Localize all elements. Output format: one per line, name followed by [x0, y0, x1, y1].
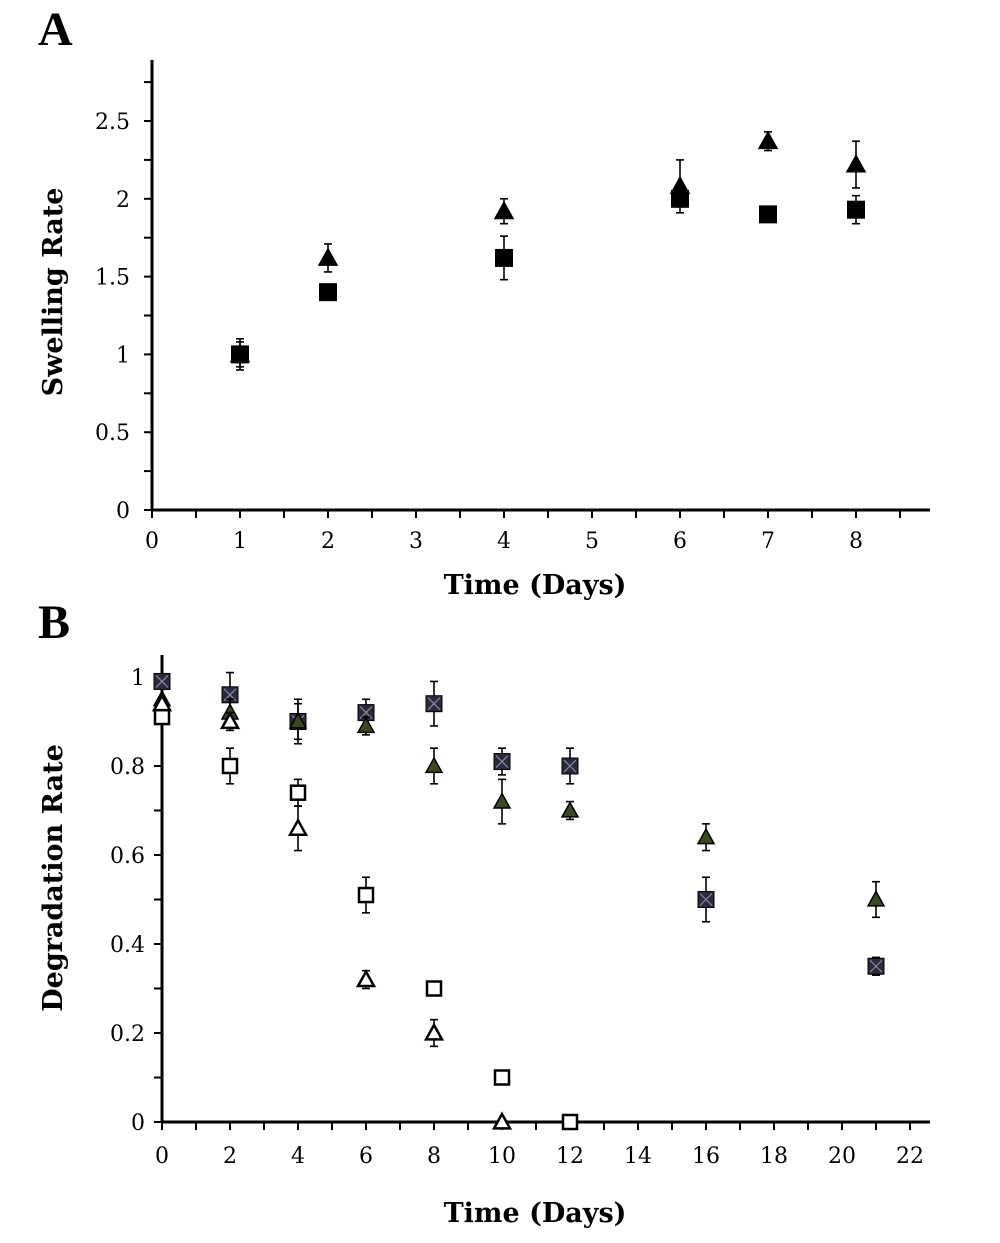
a-y-tick-label: 0.5	[95, 421, 130, 446]
panel-a-data-points	[229, 130, 867, 371]
a-x-tick-label: 6	[673, 529, 687, 554]
a-point-filled-square	[759, 205, 777, 224]
b-y-tick-label: 0.4	[110, 933, 145, 958]
b-point-cross	[563, 759, 577, 773]
b-series-3	[153, 708, 579, 1131]
b-x-tick-label: 10	[488, 1144, 516, 1169]
b-point-filled-triangle	[492, 792, 512, 809]
panel-b-x-axis-title: Time (Days)	[444, 1198, 627, 1229]
a-x-tick-label: 1	[233, 529, 247, 554]
a-point-filled-triangle	[845, 154, 867, 173]
b-point-filled-triangle	[288, 711, 308, 729]
panel-b-letter: B	[38, 596, 70, 649]
a-point-filled-square	[671, 189, 689, 208]
b-point-open-triangle	[355, 969, 377, 988]
a-point-filled-square	[495, 248, 513, 267]
a-point-filled-square	[319, 283, 337, 302]
panel-a-letter: A	[38, 3, 73, 56]
a-point-filled-triangle	[317, 247, 339, 266]
b-point-open-square	[153, 708, 171, 726]
b-x-tick-label: 0	[155, 1144, 169, 1169]
panel-b-data-points	[151, 671, 886, 1131]
b-series-1	[153, 671, 885, 976]
panel-a-x-axis-title: Time (Days)	[444, 570, 627, 601]
b-point-open-square	[561, 1113, 579, 1131]
b-point-open-square	[425, 980, 443, 997]
b-series-4	[151, 693, 513, 1130]
b-x-tick-label: 6	[359, 1144, 373, 1169]
a-y-tick-label: 0	[116, 499, 130, 524]
b-point-open-triangle	[491, 1111, 513, 1130]
a-y-tick-label: 2	[116, 188, 130, 213]
panel-a-tick-labels: 0 1 2 3 4 5 6 7 8 0 0.5 1 1.5 2 2.5	[95, 110, 863, 554]
b-y-tick-label: 1	[131, 666, 145, 691]
a-x-tick-label: 0	[145, 529, 159, 554]
a-x-tick-label: 7	[761, 529, 775, 554]
b-point-open-square	[493, 1069, 511, 1086]
b-point-open-triangle	[287, 817, 309, 836]
a-point-filled-square	[847, 200, 865, 219]
b-point-open-triangle	[423, 1022, 445, 1041]
a-x-tick-label: 4	[497, 529, 511, 554]
b-x-tick-label: 4	[291, 1144, 305, 1169]
b-point-open-triangle	[151, 693, 173, 712]
b-x-tick-label: 14	[624, 1144, 652, 1169]
panel-b-axes	[154, 655, 930, 1130]
b-y-tick-label: 0	[131, 1111, 145, 1136]
b-point-open-square	[357, 886, 375, 904]
a-x-tick-label: 5	[585, 529, 599, 554]
a-y-tick-label: 2.5	[95, 110, 130, 135]
b-point-filled-triangle	[560, 800, 580, 818]
b-point-open-square	[289, 784, 307, 801]
panel-a: A Swelling Rate Time (Days) 0 1 2 3 4 5 6 7 8 0 0.…	[38, 3, 930, 601]
b-point-cross	[869, 959, 883, 973]
b-series-2	[152, 689, 886, 919]
a-series-2	[231, 189, 865, 371]
b-x-tick-label: 22	[896, 1144, 924, 1169]
a-y-tick-label: 1	[116, 343, 130, 368]
a-y-tick-label: 1.5	[95, 266, 130, 291]
b-point-cross	[155, 675, 169, 688]
a-x-tick-label: 8	[849, 529, 863, 554]
b-point-filled-triangle	[866, 889, 886, 907]
b-point-filled-triangle	[424, 756, 444, 774]
a-point-filled-triangle	[757, 130, 779, 150]
b-point-open-square	[221, 757, 239, 775]
b-y-tick-label: 0.8	[110, 755, 145, 780]
b-x-tick-label: 8	[427, 1144, 441, 1169]
b-x-tick-label: 16	[692, 1144, 720, 1169]
b-point-filled-triangle	[696, 827, 716, 845]
a-point-filled-square	[231, 345, 249, 364]
b-x-tick-label: 18	[760, 1144, 788, 1169]
b-x-tick-label: 12	[556, 1144, 584, 1169]
panel-a-axes	[144, 60, 930, 518]
panel-b-y-axis-title: Degradation Rate	[38, 744, 69, 1012]
b-point-cross	[495, 755, 509, 768]
b-y-tick-label: 0.2	[110, 1022, 145, 1047]
b-point-cross	[699, 893, 713, 906]
b-point-cross	[427, 697, 441, 711]
b-point-open-triangle	[219, 710, 241, 730]
panel-a-y-axis-title: Swelling Rate	[38, 188, 69, 397]
b-x-tick-label: 20	[828, 1144, 856, 1169]
panel-b-tick-labels: 0 2 4 6 8 10 12 14 16 18 20 22 0 0.2 0.4 0.6 0.8 1	[110, 666, 924, 1169]
a-x-tick-label: 2	[321, 529, 335, 554]
b-point-filled-triangle	[356, 716, 376, 734]
a-x-tick-label: 3	[409, 529, 423, 554]
b-x-tick-label: 2	[223, 1144, 237, 1169]
b-y-tick-label: 0.6	[110, 844, 145, 869]
a-point-filled-triangle	[493, 200, 515, 220]
panel-b: B Degradation Rate Time (Days) 0 2 4 6 8 10 12…	[38, 596, 930, 1229]
a-series-1	[229, 130, 867, 368]
